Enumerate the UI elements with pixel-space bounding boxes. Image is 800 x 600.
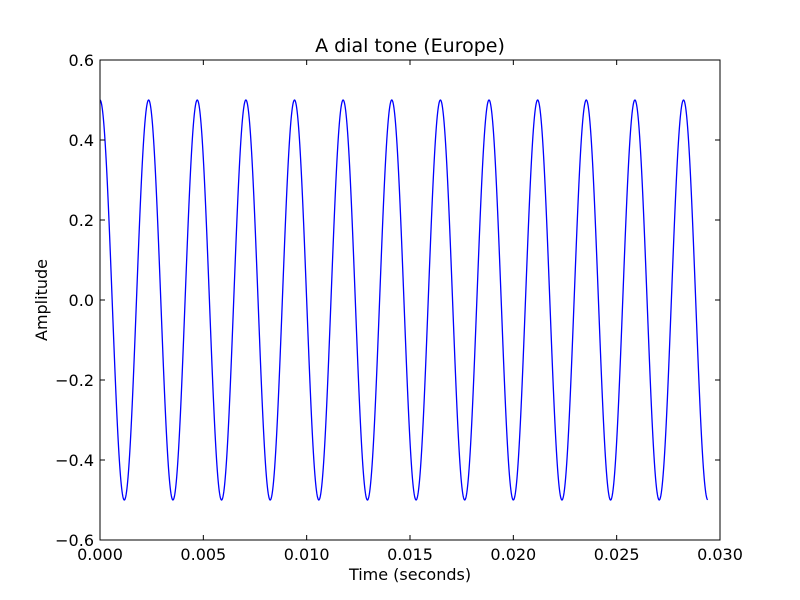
- y-tick-label: 0.0: [69, 291, 94, 310]
- x-tick-label: 0.005: [180, 545, 226, 564]
- y-axis-label: Amplitude: [32, 259, 51, 341]
- x-tick-label: 0.000: [77, 545, 123, 564]
- x-tick-label: 0.020: [490, 545, 536, 564]
- y-tick-label: −0.2: [55, 371, 94, 390]
- y-tick-label: −0.4: [55, 451, 94, 470]
- y-tick-label: 0.4: [69, 131, 94, 150]
- chart-title: A dial tone (Europe): [315, 35, 505, 57]
- axis-tick-labels: 0.000 0.005 0.010 0.015 0.020 0.025 0.030 −0.6 −…: [55, 51, 743, 564]
- y-tick-label: 0.2: [69, 211, 94, 230]
- x-tick-label: 0.030: [697, 545, 743, 564]
- x-tick-label: 0.015: [387, 545, 433, 564]
- x-axis-label: Time (seconds): [348, 565, 471, 584]
- x-tick-label: 0.025: [594, 545, 640, 564]
- axis-ticks: [99, 59, 721, 541]
- series-line-dial-tone: [100, 99, 709, 501]
- y-tick-label: 0.6: [69, 51, 94, 70]
- y-tick-label: −0.6: [55, 531, 94, 550]
- x-tick-label: 0.010: [284, 545, 330, 564]
